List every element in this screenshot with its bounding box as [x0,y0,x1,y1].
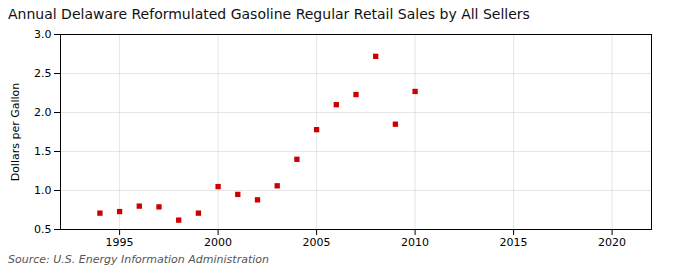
svg-text:2.5: 2.5 [34,67,52,80]
html-text:Source: U.S. Energy Informatio: Source: U.S. Energy Information Administ… [8,253,269,266]
svg-text:2015: 2015 [500,236,528,249]
svg-text:1.0: 1.0 [34,184,52,197]
svg-text:1.5: 1.5 [34,145,52,158]
svg-text:2020: 2020 [598,236,626,249]
svg-text:0.5: 0.5 [34,223,52,236]
svg-text:Dollars per Gallon: Dollars per Gallon [9,83,22,182]
svg-text:2000: 2000 [204,236,232,249]
svg-text:1995: 1995 [106,236,134,249]
svg-text:2005: 2005 [303,236,331,249]
svg-text:2.0: 2.0 [34,106,52,119]
svg-text:3.0: 3.0 [34,28,52,41]
svg-text:2010: 2010 [401,236,429,249]
html-text:Annual Delaware Reformulated G: Annual Delaware Reformulated Gasoline Re… [8,6,530,22]
